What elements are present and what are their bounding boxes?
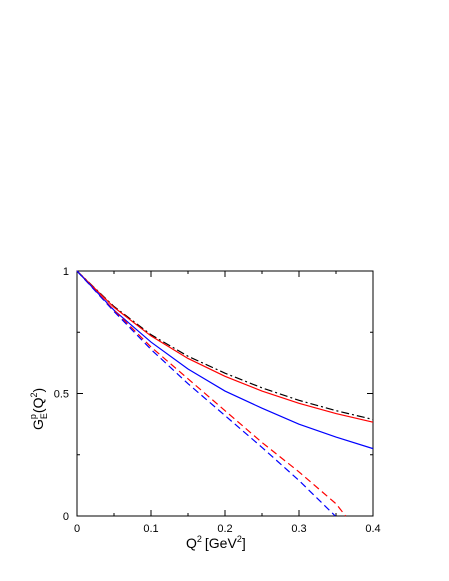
y-tick-label: 0 bbox=[63, 511, 69, 523]
series-line-3 bbox=[76, 270, 374, 450]
y-tick-label: 1 bbox=[63, 266, 69, 278]
x-tick-label: 0.3 bbox=[291, 523, 306, 535]
ticks bbox=[76, 270, 374, 517]
series-layer bbox=[76, 270, 374, 517]
x-tick-label: 0.1 bbox=[143, 523, 158, 535]
x-tick-label: 0.4 bbox=[365, 523, 380, 535]
x-axis-label: Q2 [GeV2] bbox=[186, 534, 246, 551]
x-tick-label: 0 bbox=[74, 523, 80, 535]
tick-labels: 0 0.1 0.2 0.3 0.4 0 0.5 1 bbox=[54, 266, 381, 535]
plot-frame bbox=[76, 270, 374, 517]
series-line-4 bbox=[76, 270, 347, 517]
y-axis-label: GEp(Q2) bbox=[28, 388, 49, 430]
series-line-2 bbox=[76, 270, 374, 423]
series-line-1 bbox=[76, 270, 374, 421]
y-tick-label: 0.5 bbox=[54, 389, 69, 401]
series-line-5 bbox=[76, 270, 336, 517]
x-tick-label: 0.2 bbox=[217, 523, 232, 535]
